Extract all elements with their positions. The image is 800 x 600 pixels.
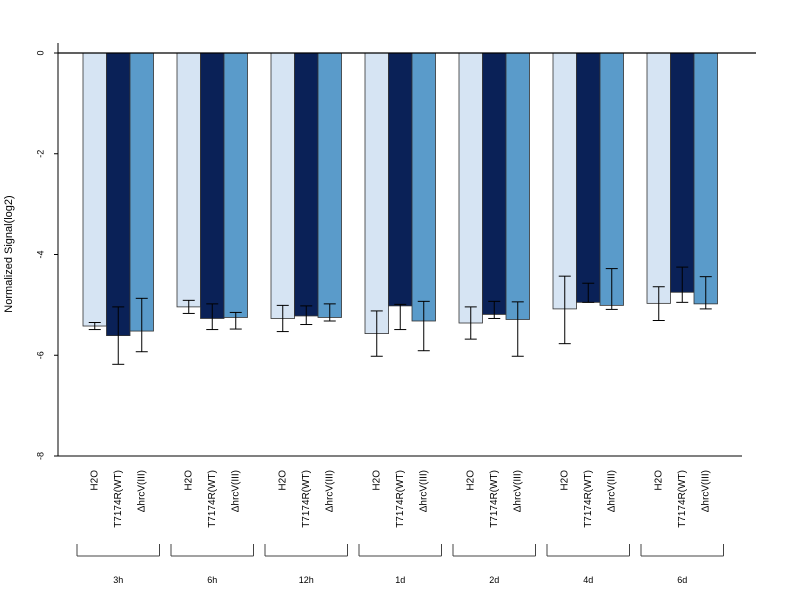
x-tick-label: H2O	[465, 470, 476, 491]
x-tick-label: H2O	[559, 470, 570, 491]
bar	[646, 52, 671, 304]
x-tick-label: H2O	[371, 470, 382, 491]
y-tick-label: -2	[35, 150, 45, 158]
bar	[223, 52, 248, 318]
bar	[82, 52, 107, 327]
bars-layer	[82, 52, 718, 337]
y-tick-label: 0	[35, 50, 45, 55]
bar	[552, 52, 577, 310]
bar	[670, 52, 695, 293]
group-label: 6h	[207, 575, 217, 585]
y-tick-label: -4	[35, 250, 45, 258]
bar	[458, 52, 483, 324]
bar	[106, 52, 131, 337]
error-bars-layer	[88, 266, 712, 365]
x-tick-label: H2O	[183, 470, 194, 491]
bar	[176, 52, 201, 308]
x-tick-label: T7174R(WT)	[301, 470, 312, 528]
x-tick-label: T7174R(WT)	[489, 470, 500, 528]
axes-layer: 0 -2 -4 -6 -8 H2O T7174R(WT) ΔhrcV(III) 3h H2O T71…	[35, 43, 756, 585]
bar	[317, 52, 342, 318]
y-tick-label: -6	[35, 351, 45, 359]
y-tick-label: -8	[35, 452, 45, 460]
x-tick-label: T7174R(WT)	[583, 470, 594, 528]
bar	[505, 52, 530, 320]
x-tick-label: ΔhrcV(III)	[700, 470, 711, 512]
group-label: 4d	[583, 575, 593, 585]
x-tick-label: H2O	[89, 470, 100, 491]
x-tick-label: T7174R(WT)	[113, 470, 124, 528]
group-label: 6d	[677, 575, 687, 585]
bar	[129, 52, 154, 332]
y-axis-label: Normalized Signal(log2)	[3, 195, 15, 312]
x-tick-label: T7174R(WT)	[207, 470, 218, 528]
bar	[270, 52, 295, 319]
group-label: 2d	[489, 575, 499, 585]
x-tick-label: ΔhrcV(III)	[136, 470, 147, 512]
bar	[388, 52, 413, 307]
bar	[411, 52, 436, 322]
x-tick-label: ΔhrcV(III)	[418, 470, 429, 512]
bar	[576, 52, 601, 303]
bar	[482, 52, 507, 315]
x-tick-label: T7174R(WT)	[677, 470, 688, 528]
bar	[599, 52, 624, 306]
bar	[294, 52, 319, 317]
bar	[200, 52, 225, 319]
group-label: 3h	[113, 575, 123, 585]
group-label: 12h	[299, 575, 314, 585]
x-tick-label: H2O	[277, 470, 288, 491]
x-tick-label: H2O	[653, 470, 664, 491]
x-tick-label: T7174R(WT)	[395, 470, 406, 528]
bar	[693, 52, 718, 305]
x-tick-label: ΔhrcV(III)	[606, 470, 617, 512]
x-tick-label: ΔhrcV(III)	[230, 470, 241, 512]
x-tick-label: ΔhrcV(III)	[324, 470, 335, 512]
x-tick-label: ΔhrcV(III)	[512, 470, 523, 512]
group-label: 1d	[395, 575, 405, 585]
bar	[364, 52, 389, 334]
